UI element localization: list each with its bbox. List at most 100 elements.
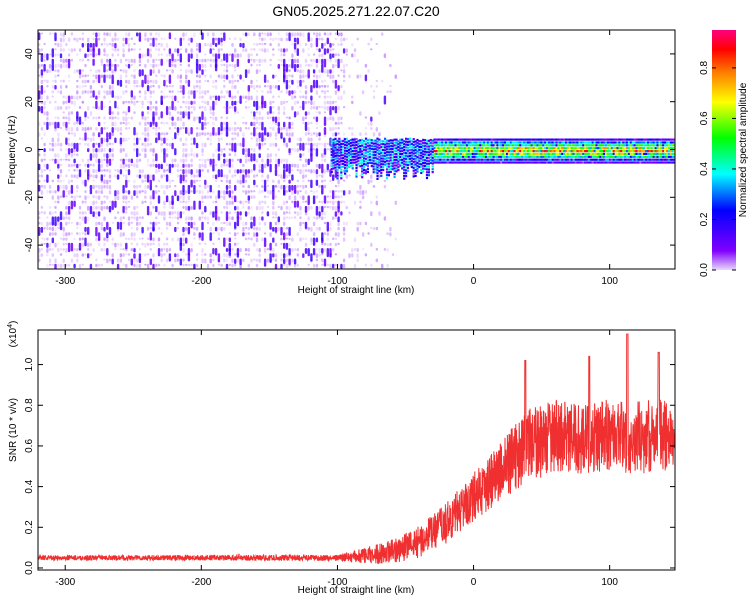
spectrogram-cell xyxy=(223,79,226,82)
spectrogram-cell xyxy=(277,79,280,83)
spectrogram-cell xyxy=(351,147,354,150)
spectrogram-cell xyxy=(141,53,144,59)
spectrogram-cell xyxy=(673,144,675,147)
spectrogram-cell xyxy=(291,127,294,130)
spectrogram-cell xyxy=(473,147,476,150)
spectrogram-cell xyxy=(650,158,653,161)
spectrogram-cell xyxy=(302,179,305,183)
spectrogram-cell xyxy=(353,237,357,243)
spectrogram-cell xyxy=(304,142,308,146)
spectrogram-cell xyxy=(304,90,308,95)
spectrogram-cell xyxy=(460,144,463,147)
spectrogram-cell xyxy=(67,137,71,142)
spectrogram-cell xyxy=(517,155,520,158)
spectrogram-cell xyxy=(201,216,204,219)
spectrogram-cell xyxy=(424,147,427,150)
spectrogram-cell xyxy=(337,232,340,237)
spectrogram-cell xyxy=(467,138,470,141)
spectrogram-cell xyxy=(437,155,440,158)
spectrogram-cell xyxy=(70,153,74,158)
spectrogram-cell xyxy=(111,37,114,42)
spectrogram-cell xyxy=(490,150,493,153)
spectrogram-cell xyxy=(168,53,172,57)
spectrogram-cell xyxy=(502,138,505,141)
spectrogram-cell xyxy=(174,95,177,102)
spectrogram-cell xyxy=(152,79,155,84)
spectrogram-cell xyxy=(446,158,450,161)
spectrogram-cell xyxy=(89,263,93,269)
spectrogram-cell xyxy=(342,145,345,148)
spectrogram-cell xyxy=(155,132,158,136)
spectrogram-cell xyxy=(157,195,161,204)
spectrogram-cell xyxy=(353,200,357,205)
spectrogram-cell xyxy=(345,170,349,173)
spectrogram-cell xyxy=(253,100,256,107)
spectrogram-cell xyxy=(561,141,564,144)
spectrogram-cell xyxy=(329,221,332,227)
spectrogram-cell xyxy=(299,237,302,242)
spectrogram-cell xyxy=(76,226,79,229)
spectrogram-cell xyxy=(130,221,133,224)
spectrogram-cell xyxy=(593,138,596,141)
spectrogram-cell xyxy=(223,258,226,263)
spectrogram-cell xyxy=(525,141,528,144)
spectrogram-cell xyxy=(255,226,259,231)
spectrogram-cell xyxy=(589,147,592,150)
spectrogram-cell xyxy=(315,106,319,110)
spectrogram-cell xyxy=(225,100,229,107)
spectrogram-cell xyxy=(307,137,310,142)
spectrogram-cell xyxy=(296,85,299,89)
spectrogram-cell xyxy=(261,121,264,131)
spectrogram-cell xyxy=(269,163,272,173)
spectrogram-cell xyxy=(420,163,423,166)
spectrogram-cell xyxy=(353,161,356,164)
spectrogram-cell xyxy=(155,79,158,84)
spectrogram-cell xyxy=(412,158,415,161)
spectrogram-cell xyxy=(165,163,169,167)
spectrogram-cell xyxy=(502,152,505,155)
spectrogram-cell xyxy=(488,144,491,147)
spectrogram-cell xyxy=(57,169,60,172)
spectrogram-cell xyxy=(454,144,457,147)
spectrogram-cell xyxy=(465,161,469,164)
spectrogram-x-tick-label: -200 xyxy=(191,276,211,287)
spectrogram-cell xyxy=(483,158,486,161)
spectrogram-cell xyxy=(103,200,106,204)
spectrogram-cell xyxy=(557,144,560,147)
spectrogram-cell xyxy=(212,163,215,172)
spectrogram-cell xyxy=(179,69,182,72)
spectrogram-cell xyxy=(81,79,84,84)
spectrogram-cell xyxy=(92,37,95,41)
spectrogram-cell xyxy=(171,90,174,93)
spectrogram-cell xyxy=(38,216,41,220)
spectrogram-cell xyxy=(212,190,215,194)
spectrogram-cell xyxy=(530,158,533,161)
spectrogram-cell xyxy=(312,190,316,195)
spectrogram-cell xyxy=(103,121,106,124)
spectrogram-cell xyxy=(622,138,625,141)
spectrogram-cell xyxy=(231,132,234,135)
spectrogram-cell xyxy=(263,237,267,248)
spectrogram-cell xyxy=(515,147,518,150)
spectrogram-cell xyxy=(236,111,240,114)
spectrogram-cell xyxy=(185,137,188,142)
spectrogram-cell xyxy=(315,58,319,64)
spectrogram-cell xyxy=(133,190,136,196)
spectrogram-cell xyxy=(566,155,570,158)
spectrogram-cell xyxy=(258,169,261,173)
spectrogram-cell xyxy=(234,205,237,211)
spectrogram-cell xyxy=(389,162,392,165)
spectrogram-cell xyxy=(220,53,223,56)
spectrogram-cell xyxy=(549,141,552,144)
spectrogram-cell xyxy=(261,237,264,242)
spectrogram-cell xyxy=(266,32,270,37)
spectrogram-cell xyxy=(198,242,201,245)
spectrogram-cell xyxy=(40,63,44,67)
spectrogram-cell xyxy=(214,211,218,221)
spectrogram-cell xyxy=(106,142,109,147)
spectrogram-cell xyxy=(283,158,286,162)
spectrogram-cell xyxy=(274,263,278,269)
spectrogram-cell xyxy=(431,165,434,168)
spectrogram-cell xyxy=(127,79,131,85)
spectrogram-cell xyxy=(176,237,180,242)
